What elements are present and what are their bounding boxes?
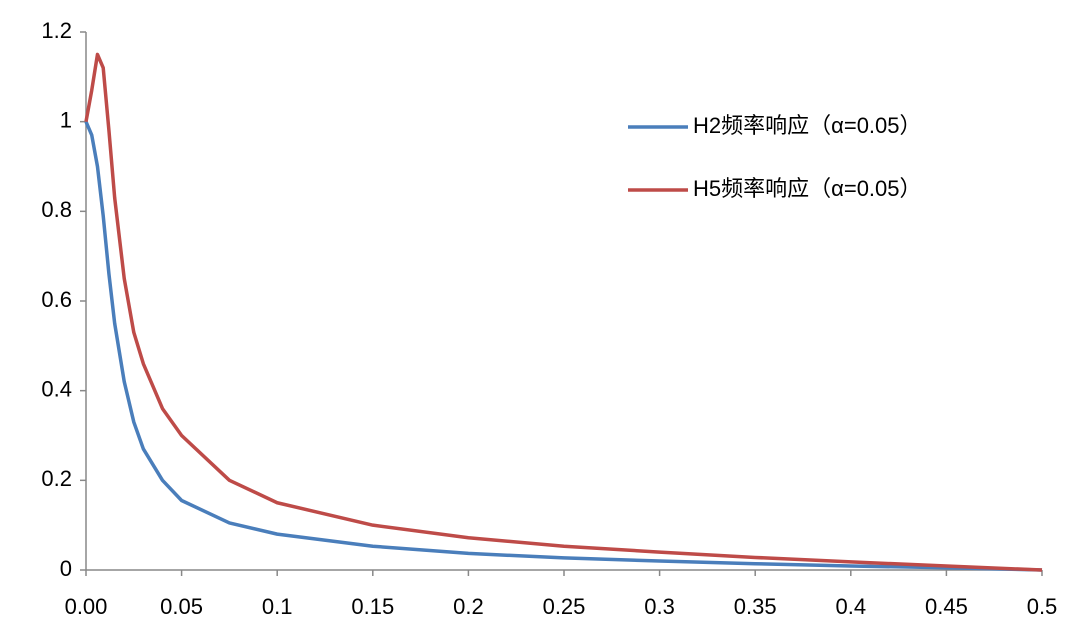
x-tick-label: 0.35: [734, 594, 777, 619]
x-tick-label: 0.3: [644, 594, 675, 619]
line-series: [84, 120, 1043, 572]
x-tick-label: 0.05: [160, 594, 203, 619]
y-tick-label: 0.8: [41, 197, 72, 222]
x-tick-label: 0.15: [351, 594, 394, 619]
x-tick-label: 0.4: [836, 594, 867, 619]
x-tick-label: 0.5: [1027, 594, 1058, 619]
legend-label: H5频率响应（α=0.05）: [693, 176, 922, 201]
y-tick-label: 1: [60, 107, 72, 132]
y-tick-label: 0: [60, 556, 72, 581]
x-tick-label: 0.1: [262, 594, 293, 619]
x-tick-label: 0.2: [453, 594, 484, 619]
x-tick-label: 0.00: [65, 594, 108, 619]
y-tick-label: 0.2: [41, 466, 72, 491]
legend-label: H2频率响应（α=0.05）: [693, 113, 922, 138]
y-tick-label: 0.6: [41, 287, 72, 312]
y-tick-label: 1.2: [41, 18, 72, 43]
line-series: [84, 52, 1043, 572]
x-tick-label: 0.45: [925, 594, 968, 619]
x-tick-label: 0.25: [543, 594, 586, 619]
y-tick-label: 0.4: [41, 376, 72, 401]
